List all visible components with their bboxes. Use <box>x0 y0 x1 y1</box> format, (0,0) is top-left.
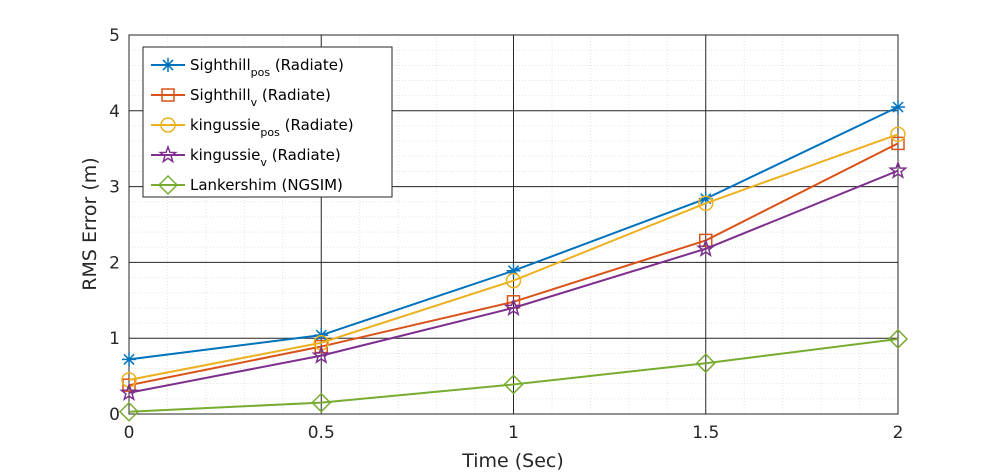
legend-label: Sighthillpos (Radiate) <box>190 56 344 79</box>
x-tick-label: 1.5 <box>692 423 719 443</box>
legend-marker-icon <box>161 88 175 102</box>
series-line <box>128 169 899 394</box>
legend-marker-icon <box>161 58 175 72</box>
legend-label: Lankershim (NGSIM) <box>190 176 343 194</box>
data-point <box>695 353 716 374</box>
legend-entry: Sighthillv (Radiate) <box>151 86 331 109</box>
data-point <box>887 328 909 350</box>
series-4 <box>119 160 908 402</box>
series-5 <box>118 328 909 422</box>
legend-marker-icon <box>158 144 178 164</box>
data-point <box>699 233 713 248</box>
legend-label: kingussiev (Radiate) <box>190 146 341 169</box>
x-tick-label: 2 <box>893 423 904 443</box>
legend: Sighthillpos (Radiate) Sighthillv (Radiat… <box>142 46 393 198</box>
series-3 <box>121 126 906 388</box>
y-tick-label: 1 <box>109 329 120 349</box>
data-point <box>503 374 524 395</box>
legend-marker-icon <box>157 174 179 196</box>
x-tick-label: 0 <box>124 423 135 443</box>
data-point <box>888 160 908 179</box>
data-point <box>505 272 522 289</box>
legend-label: kingussiepos (Radiate) <box>190 116 354 139</box>
y-tick-label: 0 <box>109 405 120 425</box>
x-tick-label: 1 <box>508 423 519 443</box>
plot-area-frame <box>128 34 899 415</box>
legend-box <box>142 46 393 198</box>
data-point <box>891 100 905 115</box>
legend-entry: Lankershim (NGSIM) <box>151 174 343 196</box>
legend-entry: Sighthillpos (Radiate) <box>151 56 344 79</box>
data-point <box>311 392 332 413</box>
series-line <box>128 337 899 413</box>
y-axis-label: RMS Error (m) <box>79 157 101 290</box>
y-axis-ticks: 0 1 2 3 4 5 <box>109 26 120 425</box>
legend-marker-icon <box>160 117 176 133</box>
y-tick-label: 4 <box>109 102 120 122</box>
y-tick-label: 5 <box>109 26 120 46</box>
legend-label: Sighthillv (Radiate) <box>190 86 331 109</box>
legend-entry: kingussiepos (Radiate) <box>151 116 354 139</box>
data-point <box>698 195 714 212</box>
series-layer <box>118 100 909 422</box>
legend-entry: kingussiev (Radiate) <box>151 144 341 169</box>
data-point <box>890 126 906 143</box>
data-point <box>122 352 136 367</box>
data-point <box>696 238 716 258</box>
data-point <box>503 297 524 317</box>
data-point <box>891 136 905 151</box>
x-tick-label: 0.5 <box>308 423 335 443</box>
data-point <box>119 382 139 402</box>
y-tick-label: 3 <box>109 178 120 198</box>
data-point <box>311 345 331 364</box>
y-tick-label: 2 <box>109 253 120 273</box>
data-point <box>118 401 140 422</box>
x-axis-label: Time (Sec) <box>461 450 564 472</box>
series-line <box>128 133 899 381</box>
x-axis-ticks: 0 0.5 1 1.5 2 <box>124 423 904 443</box>
